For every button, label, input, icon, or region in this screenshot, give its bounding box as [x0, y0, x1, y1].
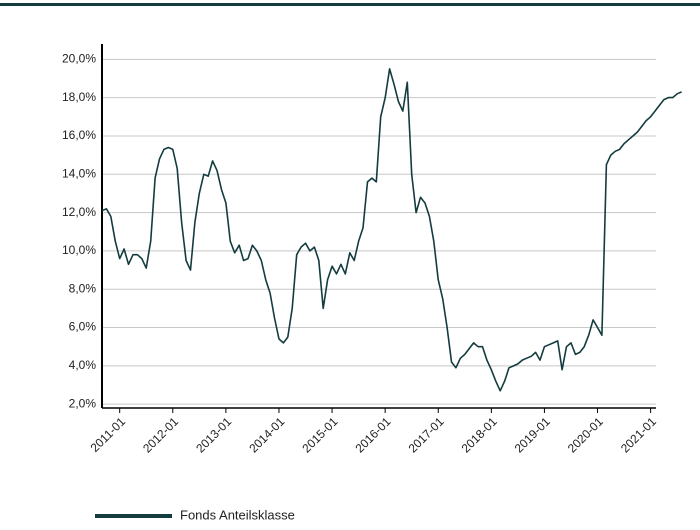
y-tick-label: 8,0%	[69, 281, 97, 295]
y-tick-label: 2,0%	[69, 396, 97, 410]
series-line	[101, 68, 682, 392]
x-tick-label: 2019-01	[512, 414, 553, 455]
x-tick-label: 2018-01	[459, 414, 500, 455]
x-tick-label: 2015-01	[299, 414, 340, 455]
top-rule	[0, 3, 700, 6]
y-tick-label: 4,0%	[69, 358, 97, 372]
y-tick-label: 10,0%	[62, 243, 96, 257]
y-tick-label: 18,0%	[62, 90, 96, 104]
x-tick-label: 2021-01	[618, 414, 659, 455]
x-tick-label: 2020-01	[565, 414, 606, 455]
x-tick-label: 2016-01	[352, 414, 393, 455]
y-tick-label: 14,0%	[62, 166, 96, 180]
x-tick-label: 2014-01	[246, 414, 287, 455]
x-tick-label: 2012-01	[140, 414, 181, 455]
y-tick-label: 6,0%	[69, 320, 97, 334]
y-tick-label: 20,0%	[62, 51, 96, 65]
x-tick-label: 2017-01	[406, 414, 447, 455]
y-tick-label: 12,0%	[62, 205, 96, 219]
x-tick-label: 2013-01	[193, 414, 234, 455]
y-tick-label: 16,0%	[62, 128, 96, 142]
legend-label: Fonds Anteilsklasse	[180, 507, 295, 522]
x-tick-label: 2011-01	[88, 414, 129, 455]
